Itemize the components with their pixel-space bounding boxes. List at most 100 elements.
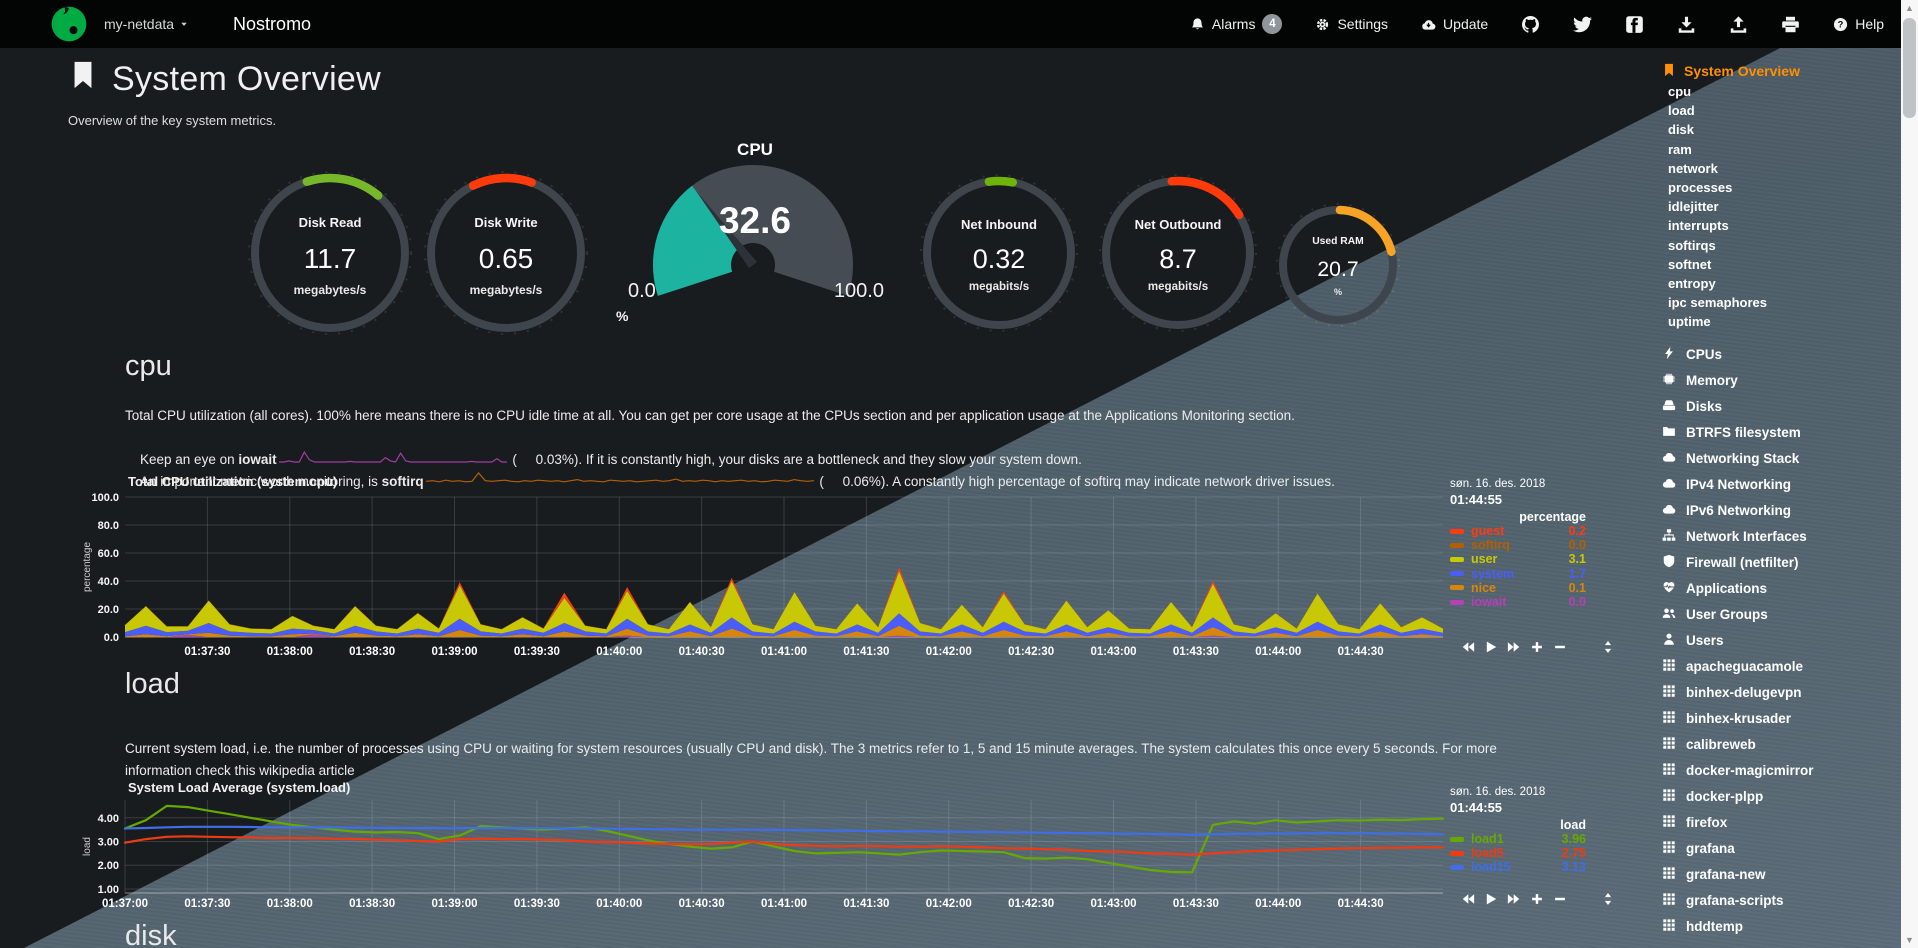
folder-icon bbox=[1662, 424, 1676, 441]
sidebar-item-docker-plpp[interactable]: docker-plpp bbox=[1662, 783, 1900, 809]
navbar-import-icon[interactable] bbox=[1729, 15, 1748, 34]
legend-row-load15[interactable]: load15 3.13 bbox=[1450, 860, 1586, 874]
sidebar-item-uptime[interactable]: uptime bbox=[1668, 314, 1711, 330]
sidebar-item-grafana[interactable]: grafana bbox=[1662, 835, 1900, 861]
hostname-label: my-netdata bbox=[104, 16, 175, 32]
navbar-alarms[interactable]: Alarms 4 bbox=[1190, 14, 1283, 34]
sidebar-item-ipv6-networking[interactable]: IPv6 Networking bbox=[1662, 497, 1900, 523]
sidebar-item-system-overview[interactable]: System Overview bbox=[1662, 60, 1900, 82]
sidebar-item-entropy[interactable]: entropy bbox=[1668, 275, 1716, 291]
navbar-settings[interactable]: Settings bbox=[1315, 16, 1388, 32]
sidebar-item-users[interactable]: Users bbox=[1662, 627, 1900, 653]
sidebar-item-interrupts[interactable]: interrupts bbox=[1668, 218, 1729, 234]
sidebar-item-grafana-scripts[interactable]: grafana-scripts bbox=[1662, 887, 1900, 913]
navbar-update[interactable]: Update bbox=[1421, 16, 1488, 32]
sidebar-item-hddtemp[interactable]: hddtemp bbox=[1662, 913, 1900, 939]
sidebar-item-binhex-krusader[interactable]: binhex-krusader bbox=[1662, 705, 1900, 731]
svg-text:60.0: 60.0 bbox=[98, 548, 119, 560]
scrollbar[interactable]: ▲ ▼ bbox=[1901, 0, 1918, 948]
twitter-icon bbox=[1573, 15, 1593, 34]
legend-row-nice[interactable]: nice 0.1 bbox=[1450, 581, 1586, 595]
sidebar-item-ipc-semaphores[interactable]: ipc semaphores bbox=[1668, 295, 1767, 311]
zoom-in-icon[interactable] bbox=[1530, 640, 1544, 659]
sidebar-item-label: calibreweb bbox=[1686, 736, 1756, 752]
sidebar-item-ram[interactable]: ram bbox=[1668, 141, 1692, 157]
scrollbar-down-arrow[interactable]: ▼ bbox=[1905, 935, 1914, 945]
legend-row-system[interactable]: system 1.7 bbox=[1450, 567, 1586, 581]
gauge-disk-write[interactable]: Disk Write 0.65 megabytes/s bbox=[424, 171, 588, 335]
sidebar-item-ipv4-networking[interactable]: IPv4 Networking bbox=[1662, 471, 1900, 497]
sidebar-item-binhex-delugevpn[interactable]: binhex-delugevpn bbox=[1662, 679, 1900, 705]
cpu-chart-canvas[interactable]: 0.0 20.0 40.0 60.0 80.0 100.0 01:37:30 01:38:00… bbox=[80, 470, 1480, 670]
resume-icon[interactable] bbox=[1484, 892, 1498, 911]
gauge-value: 20.7 bbox=[1317, 257, 1359, 281]
navbar-settings-label: Settings bbox=[1337, 16, 1389, 32]
sidebar-item-disk[interactable]: disk bbox=[1668, 122, 1695, 138]
svg-text:01:39:00: 01:39:00 bbox=[431, 646, 477, 658]
scrollbar-up-arrow[interactable]: ▲ bbox=[1905, 3, 1914, 13]
pan-forward-icon[interactable] bbox=[1507, 640, 1521, 659]
resize-handle-icon[interactable] bbox=[1601, 892, 1615, 911]
grid-icon bbox=[1662, 892, 1676, 909]
resume-icon[interactable] bbox=[1484, 640, 1498, 659]
sidebar-item-softirqs[interactable]: softirqs bbox=[1668, 237, 1716, 253]
sidebar-item-idlejitter[interactable]: idlejitter bbox=[1668, 199, 1719, 215]
legend-row-load1[interactable]: load1 3.96 bbox=[1450, 832, 1586, 846]
sidebar-item-cpus[interactable]: CPUs bbox=[1662, 341, 1900, 367]
scrollbar-thumb[interactable] bbox=[1903, 18, 1916, 118]
hostname-dropdown[interactable]: my-netdata bbox=[104, 16, 189, 32]
navbar-export-icon[interactable] bbox=[1677, 15, 1696, 34]
navbar-print-icon[interactable] bbox=[1781, 15, 1800, 34]
sidebar-item-processes[interactable]: processes bbox=[1668, 179, 1733, 195]
gauge-used-ram[interactable]: Used RAM 20.7% bbox=[1276, 203, 1400, 327]
cpu-gauge[interactable]: CPU 32.6 0.0 100.0 % bbox=[616, 138, 890, 338]
sidebar-item-grafana-new[interactable]: grafana-new bbox=[1662, 861, 1900, 887]
pan-forward-icon[interactable] bbox=[1507, 892, 1521, 911]
svg-text:load: load bbox=[82, 837, 93, 856]
gauge-disk-read[interactable]: Disk Read 11.7 megabytes/s bbox=[248, 171, 412, 335]
sidebar-item-cpu[interactable]: cpu bbox=[1668, 84, 1692, 99]
sidebar-item-disks[interactable]: Disks bbox=[1662, 393, 1900, 419]
legend-swatch bbox=[1450, 864, 1464, 870]
zoom-out-icon[interactable] bbox=[1553, 640, 1567, 659]
sidebar-item-networking-stack[interactable]: Networking Stack bbox=[1662, 445, 1900, 471]
grid-icon bbox=[1662, 658, 1676, 675]
zoom-out-icon[interactable] bbox=[1553, 892, 1567, 911]
pan-backward-icon[interactable] bbox=[1461, 640, 1475, 659]
legend-swatch bbox=[1450, 585, 1464, 591]
sidebar-item-calibreweb[interactable]: calibreweb bbox=[1662, 731, 1900, 757]
sidebar-item-user-groups[interactable]: User Groups bbox=[1662, 601, 1900, 627]
resize-handle-icon[interactable] bbox=[1601, 640, 1615, 659]
sidebar-item-btrfs-filesystem[interactable]: BTRFS filesystem bbox=[1662, 419, 1900, 445]
sidebar-item-network[interactable]: network bbox=[1668, 160, 1718, 176]
sidebar-item-memory[interactable]: Memory bbox=[1662, 367, 1900, 393]
section-heading-load: load bbox=[125, 668, 180, 700]
sidebar-item-apacheguacamole[interactable]: apacheguacamole bbox=[1662, 653, 1900, 679]
legend-units-header: percentage bbox=[1519, 510, 1586, 524]
legend-row-iowait[interactable]: iowait 0.0 bbox=[1450, 595, 1586, 609]
gauge-net-outbound[interactable]: Net Outbound 8.7 megabits/s bbox=[1099, 174, 1257, 332]
navbar-help[interactable]: ? Help bbox=[1833, 16, 1884, 32]
sidebar-item-softnet[interactable]: softnet bbox=[1668, 256, 1712, 272]
sidebar-item-firewall-netfilter-[interactable]: Firewall (netfilter) bbox=[1662, 549, 1900, 575]
section-heading-disk: disk bbox=[125, 920, 177, 948]
navbar-facebook-icon[interactable] bbox=[1625, 15, 1644, 34]
netdata-logo-icon[interactable] bbox=[50, 5, 88, 43]
pan-backward-icon[interactable] bbox=[1461, 892, 1475, 911]
load-chart-canvas[interactable]: 1.00 2.00 3.00 4.00 01:37:00 01:37:30 01:38:00… bbox=[80, 770, 1480, 915]
zoom-in-icon[interactable] bbox=[1530, 892, 1544, 911]
navbar-twitter-icon[interactable] bbox=[1573, 15, 1593, 34]
sidebar-item-network-interfaces[interactable]: Network Interfaces bbox=[1662, 523, 1900, 549]
sidebar-item-docker-magicmirror[interactable]: docker-magicmirror bbox=[1662, 757, 1900, 783]
sidebar-item-load[interactable]: load bbox=[1668, 103, 1695, 119]
navbar-github-icon[interactable] bbox=[1521, 15, 1540, 34]
legend-series-name: system bbox=[1471, 566, 1515, 581]
legend-row-load5[interactable]: load5 2.75 bbox=[1450, 846, 1586, 860]
legend-series-value: 1.7 bbox=[1568, 566, 1586, 581]
legend-row-user[interactable]: user 3.1 bbox=[1450, 552, 1586, 566]
sidebar-item-applications[interactable]: Applications bbox=[1662, 575, 1900, 601]
sidebar-item-firefox[interactable]: firefox bbox=[1662, 809, 1900, 835]
legend-row-softirq[interactable]: softirq 0.0 bbox=[1450, 538, 1586, 552]
gauge-net-inbound[interactable]: Net Inbound 0.32 megabits/s bbox=[920, 174, 1078, 332]
legend-row-guest[interactable]: guest 0.2 bbox=[1450, 524, 1586, 538]
